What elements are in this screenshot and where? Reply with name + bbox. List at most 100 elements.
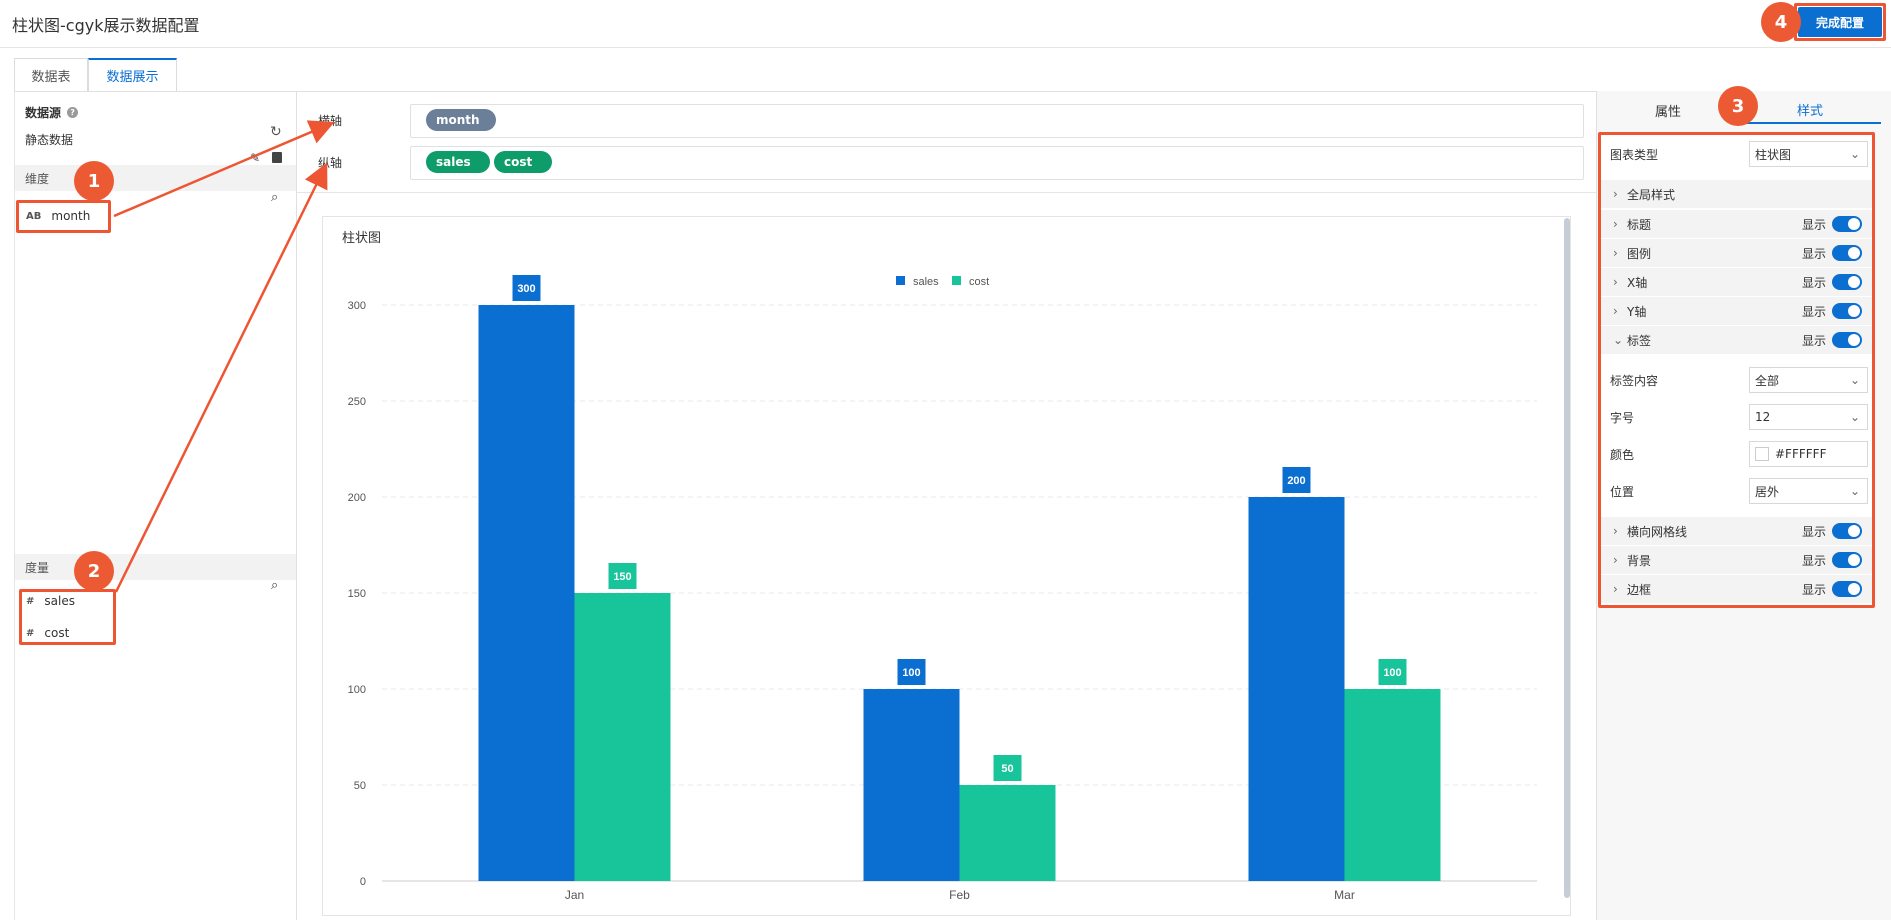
row-label: 背景	[1627, 553, 1652, 568]
show-text: 显示	[1801, 333, 1826, 348]
data-label: 100	[902, 667, 920, 679]
dimension-label: 维度	[25, 171, 50, 186]
x-axis-dropzone[interactable]	[410, 104, 1584, 138]
font-size-select[interactable]: 12 ⌄	[1749, 404, 1868, 430]
label-content-select[interactable]: 全部 ⌄	[1749, 367, 1868, 393]
data-label-bg	[993, 755, 1022, 781]
y-tick-label: 100	[348, 684, 366, 696]
bar	[863, 689, 960, 881]
y-axis-label: 纵轴	[318, 156, 343, 170]
finish-config-button[interactable]: 完成配置	[1798, 7, 1882, 37]
y-tick-label: 200	[348, 492, 366, 504]
show-text: 显示	[1801, 217, 1826, 232]
bar	[959, 785, 1056, 881]
label-content-label: 标签内容	[1610, 374, 1659, 388]
callout-3: 3	[1718, 86, 1758, 126]
row-label: 横向网格线	[1627, 524, 1688, 539]
toggle-row[interactable]: › 背景 显示	[1601, 546, 1872, 574]
search-icon[interactable]: ⌕	[271, 190, 279, 205]
show-toggle[interactable]	[1832, 552, 1862, 568]
row-label: 图例	[1627, 246, 1652, 261]
data-label: 300	[517, 283, 535, 295]
field-item-cost[interactable]: # cost	[26, 623, 69, 643]
show-toggle[interactable]	[1832, 274, 1862, 290]
global-style-row[interactable]: › 全局样式	[1601, 180, 1872, 208]
measure-label: 度量	[25, 560, 50, 575]
toggle-row[interactable]: › X轴 显示	[1601, 268, 1872, 296]
font-size-value: 12	[1755, 410, 1771, 424]
y-axis-dropzone[interactable]	[410, 146, 1584, 180]
search-icon[interactable]: ⌕	[271, 578, 279, 593]
show-toggle[interactable]	[1832, 332, 1862, 348]
help-icon[interactable]: ?	[67, 107, 79, 118]
x-tick-label: Feb	[949, 888, 970, 902]
show-text: 显示	[1801, 524, 1826, 539]
field-item-month[interactable]: AB month	[26, 206, 90, 226]
text-type-icon: AB	[26, 210, 42, 222]
toggle-row[interactable]: › 图例 显示	[1601, 239, 1872, 267]
header-bar	[0, 0, 1891, 48]
show-toggle[interactable]	[1832, 581, 1862, 597]
bar	[1344, 689, 1441, 881]
y-tick-label: 150	[348, 588, 366, 600]
legend-swatch	[896, 276, 905, 285]
label-content-value: 全部	[1755, 373, 1780, 388]
position-label: 位置	[1610, 485, 1635, 499]
chevron-right-icon: ›	[1613, 217, 1618, 231]
color-label: 颜色	[1610, 448, 1635, 462]
chevron-down-icon: ⌄	[1849, 373, 1860, 387]
toggle-row[interactable]: › 横向网格线 显示	[1601, 517, 1872, 545]
show-text: 显示	[1801, 246, 1826, 261]
edit-icon[interactable]: ✎	[250, 151, 261, 165]
callout-2: 2	[74, 551, 114, 591]
field-item-sales[interactable]: # sales	[26, 591, 75, 611]
x-pill-month[interactable]: month	[426, 109, 496, 131]
show-toggle[interactable]	[1832, 523, 1862, 539]
show-toggle[interactable]	[1832, 245, 1862, 261]
field-name: sales	[44, 594, 75, 608]
chevron-down-icon: ⌄	[1849, 484, 1860, 498]
chart-scrollbar[interactable]	[1564, 218, 1570, 898]
bar-chart: 柱状图 0 50 100 150 200 250 300 sales cost Jan 300 150 F…	[342, 230, 1537, 902]
refresh-icon[interactable]: ↻	[270, 124, 282, 140]
x-tick-label: Mar	[1334, 888, 1355, 902]
chart-type-select[interactable]: 柱状图 ⌄	[1749, 141, 1868, 167]
tab-data-display[interactable]: 数据展示	[88, 58, 177, 91]
tab-data-table[interactable]: 数据表	[14, 58, 88, 91]
toggle-row[interactable]: › 标题 显示	[1601, 210, 1872, 238]
y-pill-cost[interactable]: cost	[494, 151, 552, 173]
position-select[interactable]: 居外 ⌄	[1749, 478, 1868, 504]
show-toggle[interactable]	[1832, 303, 1862, 319]
delete-icon[interactable]	[272, 152, 282, 163]
tab-style[interactable]: 样式	[1739, 96, 1881, 124]
chevron-right-icon: ›	[1613, 553, 1618, 567]
color-swatch[interactable]	[1755, 447, 1769, 461]
x-tick-label: Jan	[565, 888, 584, 902]
row-label: 全局样式	[1627, 187, 1676, 202]
toggle-row[interactable]: › 边框 显示	[1601, 575, 1872, 603]
data-source-heading: 数据源 ?	[25, 104, 79, 121]
bar	[574, 593, 671, 881]
legend-label: cost	[969, 276, 989, 288]
row-label: 标签	[1627, 333, 1652, 348]
tab-properties[interactable]: 属性	[1654, 104, 1681, 120]
toggle-row[interactable]: ⌄ 标签 显示	[1601, 326, 1872, 354]
show-toggle[interactable]	[1832, 216, 1862, 232]
chart-type-value: 柱状图	[1755, 147, 1792, 162]
toggle-row[interactable]: › Y轴 显示	[1601, 297, 1872, 325]
color-input[interactable]: #FFFFFF	[1749, 441, 1868, 467]
number-type-icon: #	[26, 595, 35, 607]
center-divider	[297, 192, 1596, 193]
color-value: #FFFFFF	[1775, 447, 1827, 461]
y-tick-label: 0	[360, 876, 366, 888]
number-type-icon: #	[26, 627, 35, 639]
data-label-bg	[1378, 659, 1407, 685]
y-pill-sales[interactable]: sales	[426, 151, 490, 173]
data-source-label: 数据源	[25, 106, 62, 120]
chevron-right-icon: ›	[1613, 304, 1618, 318]
show-text: 显示	[1801, 582, 1826, 597]
bar	[478, 305, 575, 881]
data-label-bg	[608, 563, 637, 589]
row-label: 边框	[1627, 582, 1652, 597]
legend-label: sales	[913, 276, 939, 288]
